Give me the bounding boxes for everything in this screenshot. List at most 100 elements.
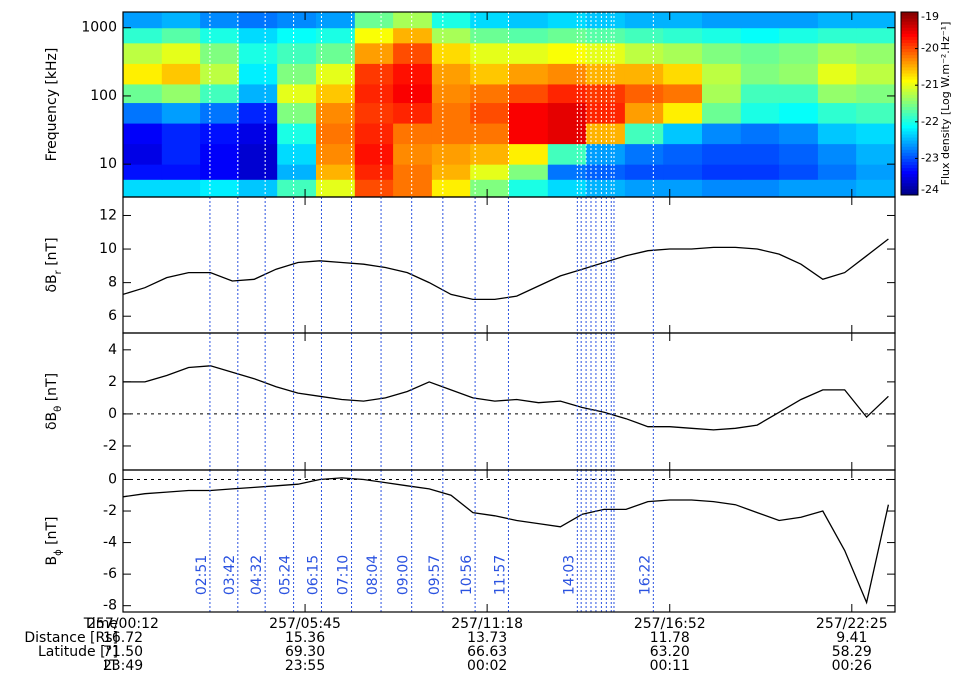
colorbar-slice <box>901 109 918 114</box>
spectrogram-cell <box>200 83 240 104</box>
event-label: 14:03 <box>561 555 577 595</box>
spectrogram-cell <box>316 123 356 145</box>
spectrogram-cell <box>200 123 240 145</box>
spectrogram-cell <box>431 12 471 29</box>
y-tick-label: 0 <box>108 406 117 422</box>
spectrogram-cell <box>586 164 626 180</box>
colorbar-slice <box>901 152 918 156</box>
colorbar-slice <box>901 182 918 187</box>
spectrogram-cell <box>277 102 317 124</box>
event-label: 04:32 <box>249 555 265 595</box>
spectrogram-cell <box>470 143 510 165</box>
spectrogram-cell <box>161 102 201 124</box>
colorbar-slice <box>901 94 918 98</box>
spectrogram-cell <box>238 179 278 198</box>
y-axis-label-part: [nT] <box>44 237 60 270</box>
spectrogram-cell <box>547 102 587 124</box>
colorbar-slice <box>901 124 918 129</box>
colorbar-slice <box>901 97 918 101</box>
colorbar-tick-label: -24 <box>921 183 939 196</box>
spectrogram-cell <box>123 63 163 85</box>
spectrogram-cell <box>817 83 857 104</box>
spectrogram-cell <box>470 164 510 180</box>
colorbar-tick-label: -22 <box>921 115 939 128</box>
spectrogram-cell <box>740 27 780 44</box>
spectrogram-cell <box>277 143 317 165</box>
y-axis-label: Bϕ [nT] <box>44 516 64 565</box>
data-line <box>122 238 889 301</box>
spectrogram-cell <box>316 143 356 165</box>
row-value: 11.78 <box>650 630 690 646</box>
row-value: 00:26 <box>832 658 872 674</box>
spectrogram-cell <box>509 179 549 198</box>
spectrogram-cell <box>200 164 240 180</box>
y-axis-label-part: δB <box>44 274 60 292</box>
spectrogram-cell <box>702 179 742 198</box>
y-axis-label: Frequency [kHz] <box>44 48 60 162</box>
spectrogram-cell <box>277 179 317 198</box>
colorbar-slice <box>901 188 918 193</box>
spectrogram-cell <box>161 179 201 198</box>
spectrogram-cell <box>161 123 201 145</box>
x-tick-label: 257/16:52 <box>634 616 706 632</box>
colorbar-slice <box>901 179 918 184</box>
row-name: Distance [Rs] <box>24 630 118 646</box>
colorbar-slice <box>901 60 918 65</box>
panel-frame <box>122 196 896 334</box>
colorbar-slice <box>901 118 918 123</box>
spectrogram-cell <box>470 179 510 198</box>
spectrogram-cell <box>200 63 240 85</box>
y-tick-label: 0 <box>108 471 117 487</box>
spectrogram-cell <box>817 102 857 124</box>
y-tick-label: 12 <box>99 207 117 223</box>
spectrogram-cell <box>354 27 394 44</box>
spectrogram-cell <box>856 12 896 29</box>
colorbar-slice <box>901 12 918 16</box>
spectrogram-cell <box>663 143 703 165</box>
spectrogram-cell <box>779 164 819 180</box>
colorbar-slice <box>901 91 918 95</box>
y-axis-label-part: [nT] <box>44 516 60 549</box>
colorbar-slice <box>901 39 918 43</box>
spectrogram-cell <box>316 83 356 104</box>
spectrogram-cell <box>817 123 857 145</box>
colorbar-slice <box>901 88 918 92</box>
spectrogram-cell <box>702 143 742 165</box>
data-line <box>122 477 890 605</box>
colorbar-slice <box>901 30 918 34</box>
colorbar-slice <box>901 121 918 126</box>
spectrogram-cell <box>354 42 394 64</box>
spectrogram-cell <box>431 83 471 104</box>
spectrogram-cell <box>393 102 433 124</box>
panel-frame <box>122 332 896 471</box>
spectrogram-cell <box>316 164 356 180</box>
spectrogram-cell <box>586 179 626 198</box>
spectrogram-cell <box>817 42 857 64</box>
spectrogram-cell <box>354 143 394 165</box>
y-tick-label: 4 <box>108 342 117 358</box>
spectrogram-cell <box>354 179 394 198</box>
spectrogram-cell <box>586 123 626 145</box>
spectrogram-cell <box>123 27 163 44</box>
colorbar-slice <box>901 82 918 86</box>
spectrogram-cell <box>470 42 510 64</box>
spectrogram-cell <box>123 83 163 104</box>
x-tick-label: 257/05:45 <box>269 616 341 632</box>
spectrogram-cell <box>470 63 510 85</box>
colorbar-slice <box>901 137 918 141</box>
spectrogram-cell <box>161 27 201 44</box>
event-label: 09:00 <box>396 555 412 595</box>
colorbar-slice <box>901 66 918 71</box>
spectrogram-cell <box>586 12 626 29</box>
spectrogram-cell <box>393 179 433 198</box>
spectrogram-cell <box>779 179 819 198</box>
row-name: LT <box>104 658 119 674</box>
spectrogram-cell <box>431 179 471 198</box>
spectrogram-cell <box>624 42 664 64</box>
colorbar-slice <box>901 69 918 74</box>
spectrogram-cell <box>431 27 471 44</box>
spectrogram-cell <box>393 143 433 165</box>
spectrogram-cell <box>316 63 356 85</box>
spectrogram-cell <box>740 179 780 198</box>
row-value: 23:55 <box>285 658 325 674</box>
